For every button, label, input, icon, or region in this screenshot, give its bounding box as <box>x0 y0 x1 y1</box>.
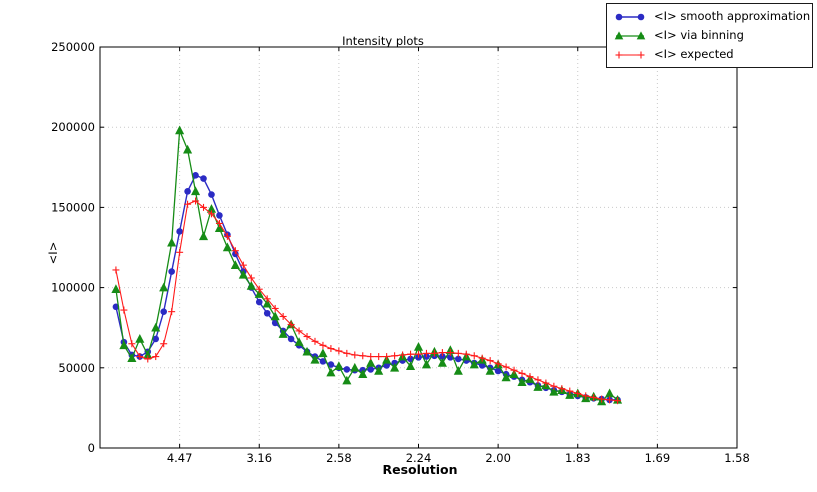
legend-item-smooth-approximation: <I> smooth approximation <box>613 7 811 26</box>
y-tick-label: 200000 <box>51 120 95 134</box>
x-tick-label: 2.24 <box>406 451 432 465</box>
y-tick-label: 150000 <box>51 200 95 214</box>
y-tick-label: 50000 <box>58 361 95 375</box>
x-tick-label: 2.00 <box>485 451 511 465</box>
legend: <I> smooth approximation <I> via binning… <box>606 3 813 68</box>
series-expected <box>112 197 622 405</box>
red-plus-line-icon <box>615 51 645 58</box>
y-axis-label: <I> <box>46 241 60 265</box>
x-tick-label: 3.16 <box>246 451 272 465</box>
x-tick-label: 2.58 <box>326 451 352 465</box>
legend-label: <I> via binning <box>654 28 744 42</box>
tick-labels: 4.47 3.16 2.58 2.24 2.00 1.83 1.69 1.58 0 50000 10… <box>51 40 750 465</box>
x-tick-label: 1.83 <box>565 451 591 465</box>
legend-label: <I> expected <box>654 47 734 61</box>
y-tick-label: 250000 <box>51 40 95 54</box>
gridlines <box>100 47 737 448</box>
series-via-binning <box>111 125 623 406</box>
x-tick-label: 1.58 <box>724 451 750 465</box>
legend-item-via-binning: <I> via binning <box>613 26 808 45</box>
x-tick-label: 4.47 <box>167 451 193 465</box>
y-tick-label: 0 <box>88 441 95 455</box>
legend-item-expected: <I> expected <box>613 45 808 64</box>
y-tick-label: 100000 <box>51 281 95 295</box>
x-axis-label: Resolution <box>382 462 458 477</box>
blue-circle-line-icon <box>615 13 645 20</box>
chart-title: Intensity plots <box>342 34 424 48</box>
green-triangle-line-icon <box>614 30 646 39</box>
legend-label: <I> smooth approximation <box>654 9 811 23</box>
x-tick-label: 1.69 <box>645 451 671 465</box>
